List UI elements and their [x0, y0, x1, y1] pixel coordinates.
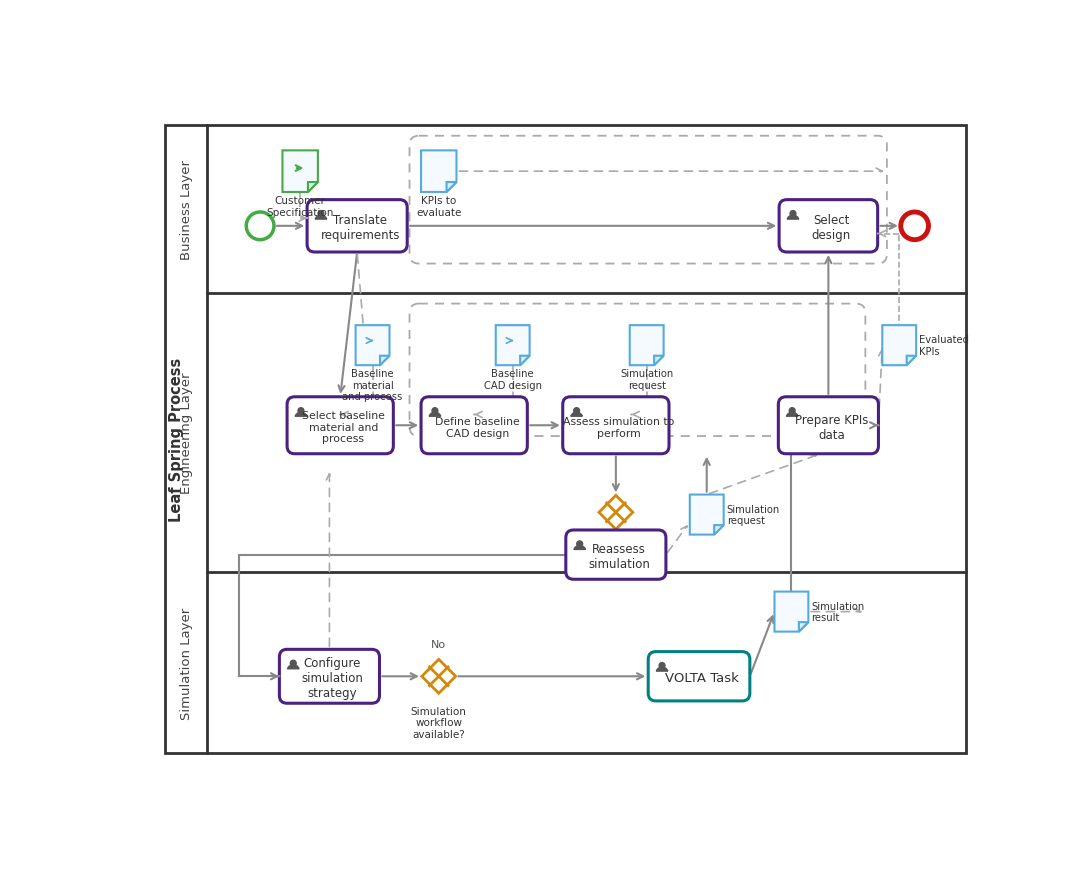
- Text: VOLTA Task: VOLTA Task: [665, 672, 740, 685]
- Polygon shape: [573, 546, 585, 550]
- Polygon shape: [520, 356, 530, 366]
- Text: No: No: [431, 640, 446, 650]
- Text: Simulation
workflow
available?: Simulation workflow available?: [411, 706, 467, 739]
- Text: Configure
simulation
strategy: Configure simulation strategy: [302, 657, 364, 700]
- Polygon shape: [288, 665, 299, 669]
- FancyBboxPatch shape: [279, 650, 379, 703]
- Text: Simulation Layer: Simulation Layer: [179, 607, 192, 719]
- Polygon shape: [786, 413, 798, 417]
- Polygon shape: [282, 151, 318, 193]
- Polygon shape: [656, 667, 668, 672]
- Text: Baseline
CAD design: Baseline CAD design: [483, 368, 542, 390]
- Text: Customer
Specification: Customer Specification: [266, 196, 333, 217]
- Polygon shape: [429, 413, 441, 417]
- Polygon shape: [295, 413, 306, 417]
- FancyBboxPatch shape: [287, 397, 393, 454]
- Text: Translate
requirements: Translate requirements: [320, 214, 400, 242]
- Text: Prepare KPIs
data: Prepare KPIs data: [795, 414, 868, 441]
- Circle shape: [790, 211, 796, 217]
- FancyBboxPatch shape: [779, 201, 877, 253]
- FancyBboxPatch shape: [563, 397, 669, 454]
- Polygon shape: [446, 182, 456, 193]
- Text: Assess simulation to
perform: Assess simulation to perform: [564, 416, 674, 438]
- Text: Simulation
request: Simulation request: [620, 368, 673, 390]
- Polygon shape: [630, 326, 664, 366]
- Polygon shape: [907, 356, 917, 366]
- Circle shape: [298, 408, 304, 415]
- Text: Baseline
material
and process: Baseline material and process: [342, 368, 403, 402]
- Circle shape: [290, 660, 296, 667]
- Circle shape: [318, 211, 324, 217]
- Circle shape: [790, 408, 795, 415]
- Text: Engineering Layer: Engineering Layer: [179, 372, 192, 494]
- Circle shape: [577, 541, 582, 547]
- Text: KPIs to
evaluate: KPIs to evaluate: [416, 196, 462, 217]
- Polygon shape: [882, 326, 917, 366]
- Polygon shape: [654, 356, 664, 366]
- Circle shape: [432, 408, 438, 415]
- Polygon shape: [774, 592, 808, 632]
- Polygon shape: [495, 326, 530, 366]
- Text: Simulation
request: Simulation request: [727, 504, 780, 526]
- FancyBboxPatch shape: [307, 201, 407, 253]
- Polygon shape: [315, 216, 327, 220]
- FancyBboxPatch shape: [421, 397, 528, 454]
- Polygon shape: [690, 495, 723, 535]
- Polygon shape: [421, 151, 456, 193]
- Polygon shape: [308, 182, 318, 193]
- Circle shape: [659, 663, 665, 668]
- Polygon shape: [598, 495, 633, 529]
- Text: Select baseline
material and
process: Select baseline material and process: [302, 411, 384, 444]
- Text: Define baseline
CAD design: Define baseline CAD design: [434, 416, 519, 438]
- Polygon shape: [355, 326, 390, 366]
- Polygon shape: [799, 622, 808, 632]
- Circle shape: [247, 213, 274, 241]
- FancyBboxPatch shape: [566, 530, 666, 580]
- Polygon shape: [787, 216, 799, 220]
- Polygon shape: [715, 526, 723, 535]
- Polygon shape: [380, 356, 390, 366]
- Circle shape: [573, 408, 580, 415]
- Text: Simulation
result: Simulation result: [811, 601, 864, 623]
- FancyBboxPatch shape: [648, 652, 749, 701]
- Text: Business Layer: Business Layer: [179, 160, 192, 260]
- Text: Leaf Spring Process: Leaf Spring Process: [168, 357, 184, 521]
- Text: Select
design: Select design: [812, 214, 851, 242]
- Polygon shape: [421, 660, 456, 693]
- Text: Reassess
simulation: Reassess simulation: [588, 542, 649, 571]
- FancyBboxPatch shape: [779, 397, 879, 454]
- Polygon shape: [571, 413, 582, 417]
- Circle shape: [900, 213, 929, 241]
- Text: Evaluated
KPIs: Evaluated KPIs: [919, 335, 969, 356]
